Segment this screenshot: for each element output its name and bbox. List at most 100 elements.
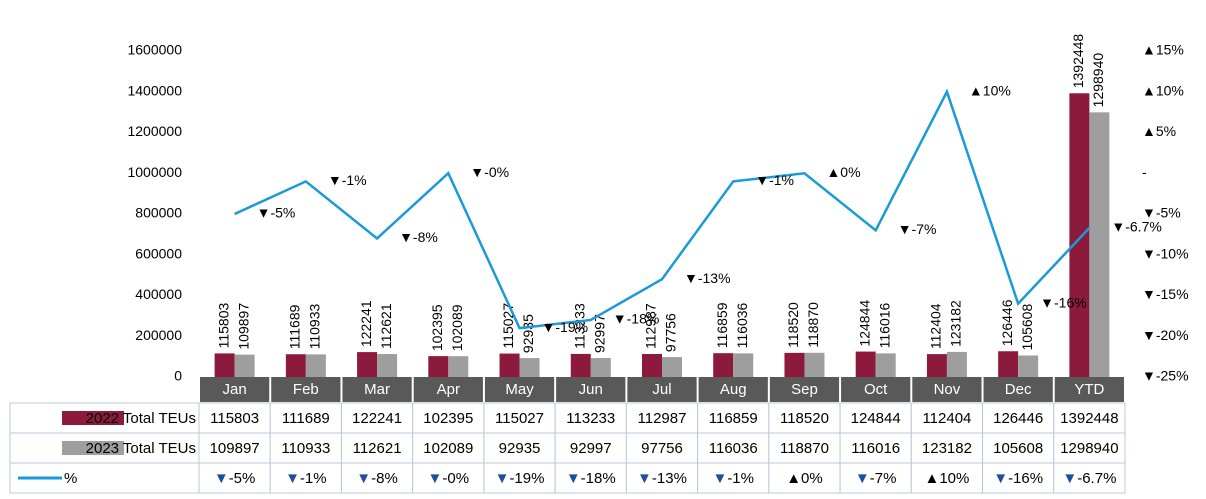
line	[234, 88, 1091, 330]
table-cell	[839, 462, 912, 494]
table-value: 124844	[851, 410, 901, 427]
table-value: ▼-1%	[712, 470, 754, 487]
table-cell	[839, 432, 912, 464]
table-value: 102395	[423, 410, 473, 427]
bar-value-label: 124844	[856, 300, 872, 347]
y2-tick-label: ▲10%	[1142, 82, 1184, 98]
table-value: 92997	[570, 440, 612, 457]
line-value-label: ▲0%	[826, 164, 860, 180]
y2-tick-label: ▼-5%	[1142, 205, 1181, 221]
bar-value-label: 1392448	[1070, 34, 1086, 89]
category-cell	[484, 377, 555, 402]
table-value: 102089	[423, 440, 473, 457]
bar-value-label: 1298940	[1090, 53, 1106, 108]
x-tick-label: Jul	[652, 381, 671, 398]
bar-value-label: 116016	[876, 302, 892, 348]
category-cell	[983, 377, 1053, 402]
table-cell	[910, 402, 984, 434]
table-cell	[982, 402, 1055, 434]
bar	[998, 351, 1019, 377]
table-value: 115027	[495, 410, 544, 427]
legend-cell	[9, 432, 200, 464]
line-value-label: ▼-0%	[470, 164, 509, 180]
legend-swatch	[62, 411, 124, 425]
table-cell	[269, 462, 342, 494]
bar	[946, 351, 967, 377]
category-cell	[912, 377, 982, 402]
legend-swatch	[62, 441, 124, 455]
bar-value-label: 123182	[948, 300, 964, 347]
legend-label: 2022 Total TEUs	[86, 410, 196, 427]
bar	[662, 357, 682, 377]
x-tick-label: Mar	[364, 381, 390, 398]
bar	[1018, 355, 1039, 377]
table-value: 1392448	[1060, 410, 1118, 427]
bar-value-label: 126446	[999, 299, 1015, 346]
line-value-label: ▼-18%	[613, 311, 660, 327]
x-tick-label: May	[505, 381, 534, 398]
category-cell	[1054, 377, 1124, 402]
category-cell	[841, 377, 911, 402]
table-cell	[483, 402, 556, 434]
bar-value-label: 113233	[571, 303, 587, 349]
bar	[642, 353, 662, 377]
bar	[590, 358, 611, 377]
line-value-label: ▼-6.7%	[1111, 219, 1161, 235]
x-tick-label: Sep	[791, 381, 818, 398]
category-cell	[698, 377, 768, 402]
y-tick-label: 1400000	[127, 82, 182, 98]
table-value: 109897	[210, 440, 260, 457]
bar-value-label: 111689	[287, 304, 303, 349]
table-cell	[198, 402, 271, 434]
bar	[214, 353, 235, 377]
table-value: ▼-18%	[566, 470, 616, 487]
table-cell	[768, 432, 841, 464]
x-tick-label: Feb	[293, 381, 319, 398]
bar-value-label: 115803	[215, 303, 231, 349]
bar-value-label: 110933	[307, 304, 323, 350]
table-value: 116859	[709, 410, 758, 427]
x-tick-label: Jun	[579, 381, 603, 398]
y2-tick-label: ▲5%	[1142, 123, 1176, 139]
table-cell	[982, 462, 1055, 494]
bar	[926, 354, 947, 377]
table-value: ▲0%	[786, 470, 823, 487]
table-cell	[1053, 402, 1126, 434]
y-tick-label: 1600000	[127, 42, 182, 58]
y-tick-label: 800000	[135, 205, 182, 221]
bar	[285, 354, 306, 377]
table-value: 110933	[281, 440, 330, 457]
bar	[875, 353, 896, 377]
table-value: ▼-0%	[428, 470, 470, 487]
table-cell	[554, 402, 627, 434]
bar-value-label: 92935	[520, 314, 536, 353]
category-cell	[627, 377, 697, 402]
bar	[499, 353, 520, 377]
bar-value-label: 112987	[643, 303, 659, 349]
table-cell	[198, 432, 271, 464]
table-cell	[269, 432, 342, 464]
table-cell	[340, 462, 414, 494]
category-cell	[556, 377, 626, 402]
table-cell	[340, 402, 414, 434]
y2-tick-label: -	[1142, 164, 1147, 180]
bar	[1069, 93, 1090, 377]
table-value: 97756	[641, 440, 683, 457]
bar	[448, 356, 469, 377]
table-value: ▼-13%	[637, 470, 687, 487]
table-cell	[1053, 462, 1126, 494]
x-tick-label: Dec	[1005, 381, 1032, 398]
bar-value-label: 116036	[734, 302, 750, 348]
table-cell	[412, 432, 485, 464]
table-value: 92935	[499, 440, 541, 457]
line-value-label: ▼-1%	[755, 172, 794, 188]
bar-value-label: 116859	[714, 302, 730, 348]
table-value: 111689	[282, 410, 330, 427]
table-value: 122241	[352, 410, 402, 427]
bar-value-label: 102089	[449, 304, 465, 351]
table-value: ▼-16%	[993, 470, 1043, 487]
table-cell	[412, 402, 485, 434]
table-value: 112404	[922, 410, 971, 427]
table-value: 118870	[780, 440, 829, 457]
